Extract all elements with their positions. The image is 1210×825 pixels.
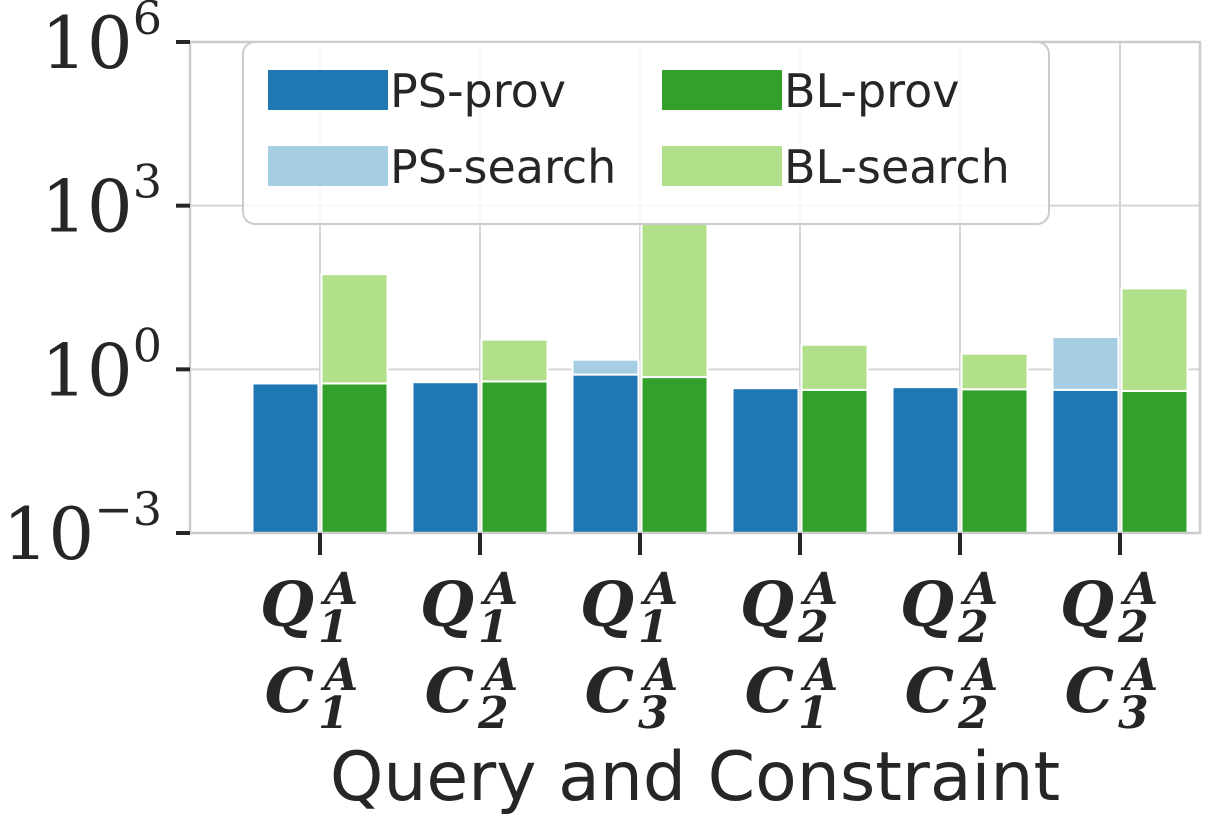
tick-label-superscript: A	[1120, 564, 1158, 615]
legend-label: PS-prov	[390, 64, 566, 118]
tick-label-superscript: A	[320, 564, 358, 615]
tick-label-subscript: 2	[957, 688, 989, 739]
bar-bl-search	[800, 343, 869, 391]
x-tick-label-query: Q A1	[420, 564, 518, 653]
bar-bl-prov	[480, 380, 549, 535]
x-tick-label-query: Q A2	[1060, 564, 1158, 653]
x-tick-label-constraint: C A2	[425, 650, 519, 739]
bar-bl-search	[480, 338, 549, 383]
x-tick-label-query: Q A2	[740, 564, 838, 653]
tick-label-subscript: 2	[1117, 602, 1149, 653]
legend-swatch	[662, 146, 782, 186]
tick-label-symbol: Q	[740, 568, 794, 641]
legend: PS-prov BL-prov PS-search BL-search	[242, 41, 1050, 225]
bars	[251, 222, 1189, 535]
x-tick-label-constraint: C A1	[745, 650, 839, 739]
tick-label-superscript: A	[640, 564, 678, 615]
bar-bl-prov	[320, 382, 389, 534]
legend-swatch	[268, 70, 388, 110]
tick-label-symbol: Q	[1060, 568, 1114, 641]
tick-label-subscript: 2	[957, 602, 989, 653]
x-tick-label-query: Q A1	[580, 564, 678, 653]
tick-label-symbol: C	[905, 654, 954, 727]
tick-label-superscript: A	[480, 650, 518, 701]
tick-label-subscript: 3	[1118, 688, 1149, 739]
tick-label-superscript: A	[800, 564, 838, 615]
bar-bl-prov	[960, 388, 1029, 534]
tick-label-subscript: 1	[638, 602, 669, 653]
legend-swatch	[268, 146, 388, 186]
bar-bl-search	[320, 273, 389, 385]
bar-bl-search	[1120, 287, 1189, 392]
tick-label-subscript: 2	[797, 602, 829, 653]
tick-label-subscript: 1	[798, 688, 829, 739]
tick-label-superscript: A	[480, 564, 518, 615]
tick-label-subscript: 2	[477, 688, 509, 739]
x-axis: Q A1C A1Q A1C A2Q A1C A3Q A2C A1Q A2C A2Q A2C A3	[260, 533, 1158, 739]
y-tick-label: 103	[41, 155, 162, 249]
tick-label-symbol: Q	[900, 568, 954, 641]
x-tick-label-constraint: C A1	[265, 650, 359, 739]
legend-swatch	[662, 70, 782, 110]
y-tick-label: 100	[41, 318, 162, 412]
bar-ps-search	[1051, 335, 1120, 391]
tick-label-symbol: Q	[260, 568, 314, 641]
bar-bl-search	[640, 222, 709, 379]
tick-label-subscript: 3	[638, 688, 669, 739]
bar-ps-prov	[891, 386, 960, 534]
bar-bl-prov	[1120, 389, 1189, 534]
tick-label-symbol: C	[265, 654, 314, 727]
legend-box	[242, 41, 1050, 225]
tick-label-superscript: A	[1120, 650, 1158, 701]
bar-ps-prov	[571, 373, 640, 535]
tick-label-superscript: A	[320, 650, 358, 701]
bar-ps-prov	[731, 387, 800, 534]
bar-ps-search	[571, 358, 640, 376]
tick-label-superscript: A	[960, 564, 998, 615]
tick-label-superscript: A	[640, 650, 678, 701]
tick-label-symbol: Q	[580, 568, 634, 641]
bar-bl-prov	[800, 388, 869, 535]
tick-label-superscript: A	[800, 650, 838, 701]
tick-label-subscript: 1	[318, 688, 349, 739]
tick-label-symbol: C	[1065, 654, 1114, 727]
tick-label-symbol: C	[745, 654, 794, 727]
tick-label-symbol: C	[585, 654, 634, 727]
y-axis: 10−3 100 103 106	[3, 0, 190, 576]
tick-label-symbol: C	[425, 654, 474, 727]
x-tick-label-query: Q A2	[900, 564, 998, 653]
bar-ps-prov	[411, 381, 480, 534]
legend-label: BL-search	[784, 140, 1010, 194]
bar-bl-prov	[640, 376, 709, 534]
tick-label-subscript: 1	[478, 602, 509, 653]
y-tick-label: 106	[41, 0, 162, 85]
x-axis-title: Query and Constraint	[330, 738, 1060, 817]
legend-label: PS-search	[390, 140, 616, 194]
x-tick-label-query: Q A1	[260, 564, 358, 653]
bar-ps-prov	[1051, 388, 1120, 535]
legend-label: BL-prov	[784, 64, 959, 118]
x-tick-label-constraint: C A3	[1065, 650, 1159, 739]
x-tick-label-constraint: C A3	[585, 650, 679, 739]
tick-label-superscript: A	[960, 650, 998, 701]
bar-ps-prov	[251, 382, 320, 534]
tick-label-symbol: Q	[420, 568, 474, 641]
tick-label-subscript: 1	[318, 602, 349, 653]
y-tick-label: 10−3	[3, 482, 162, 576]
x-tick-label-constraint: C A2	[905, 650, 999, 739]
bar-bl-search	[960, 352, 1029, 391]
